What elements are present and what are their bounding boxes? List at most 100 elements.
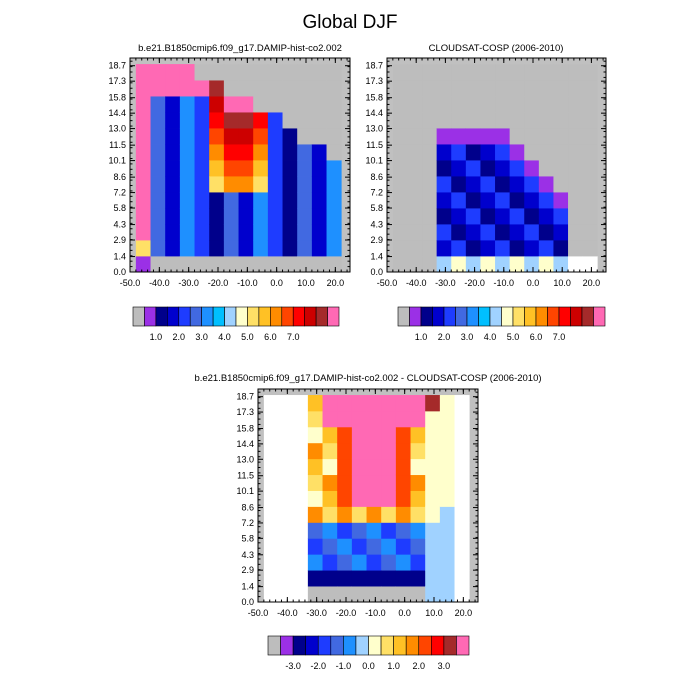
heatmap-cell <box>253 192 269 209</box>
colorbar-swatch <box>304 306 317 327</box>
heatmap-cell <box>410 554 426 571</box>
heatmap-cell <box>439 410 455 428</box>
y-tick-label: 5.8 <box>370 203 383 213</box>
heatmap-cell <box>307 458 323 476</box>
heatmap-cell <box>436 256 452 273</box>
heatmap-cell <box>322 395 338 412</box>
heatmap-cell <box>381 458 397 476</box>
heatmap-cell <box>223 176 239 193</box>
panel-title: CLOUDSAT-COSP (2006-2010) <box>429 43 564 54</box>
heatmap-cell <box>395 522 411 539</box>
colorbar-swatch <box>144 306 157 327</box>
heatmap-cell <box>407 256 423 273</box>
y-tick-label: 7.2 <box>370 188 383 198</box>
y-tick-label: 8.6 <box>113 172 126 182</box>
heatmap-cell <box>410 506 426 523</box>
heatmap-cell <box>480 64 496 81</box>
colorbar-swatch <box>558 306 571 327</box>
heatmap-cell <box>568 224 584 241</box>
heatmap-cell <box>238 144 254 161</box>
y-tick-label: 5.8 <box>113 203 126 213</box>
heatmap-cell <box>297 256 313 273</box>
colorbar-swatch <box>478 306 491 327</box>
heatmap-cell <box>194 144 210 161</box>
heatmap-cell <box>395 395 411 412</box>
colorbar-swatch <box>330 635 344 656</box>
heatmap-cell <box>311 192 327 209</box>
heatmap-cell <box>326 112 342 129</box>
heatmap-cell <box>410 458 426 476</box>
heatmap-cell <box>209 80 225 97</box>
heatmap-cell <box>410 570 426 587</box>
heatmap-cell <box>209 160 225 177</box>
x-tick-label: -40.0 <box>406 278 427 288</box>
colorbar-swatch <box>281 306 294 327</box>
heatmap-cell <box>351 395 367 412</box>
colorbar-swatch <box>258 306 271 327</box>
heatmap-cell <box>422 192 438 209</box>
y-tick-label: 11.5 <box>109 140 126 150</box>
heatmap-cell <box>451 176 467 193</box>
heatmap-cell <box>223 160 239 177</box>
heatmap-cell <box>509 160 525 177</box>
heatmap-cell <box>267 176 283 193</box>
heatmap-cell <box>322 410 338 428</box>
heatmap-cell <box>351 506 367 523</box>
heatmap-cell <box>311 256 327 273</box>
heatmap-cell <box>524 160 540 177</box>
y-tick-label: 10.1 <box>365 156 383 166</box>
heatmap-cell <box>337 410 353 428</box>
heatmap-cell <box>238 128 254 145</box>
heatmap-cell <box>538 80 554 97</box>
heatmap-cell <box>263 506 279 523</box>
heatmap-cell <box>238 192 254 209</box>
heatmap-cell <box>568 176 584 193</box>
y-tick-label: 18.7 <box>236 392 254 402</box>
heatmap-cell <box>422 208 438 225</box>
heatmap-cell <box>465 160 481 177</box>
heatmap-cell <box>293 506 309 523</box>
y-tick-label: 14.4 <box>108 108 126 118</box>
colorbar-swatch <box>167 306 180 327</box>
heatmap-cell <box>267 80 283 97</box>
heatmap-cell <box>297 208 313 225</box>
heatmap-cell <box>410 410 426 428</box>
heatmap-cell <box>509 128 525 145</box>
heatmap-cell <box>465 208 481 225</box>
heatmap-cell <box>553 240 569 257</box>
heatmap-cell <box>568 160 584 177</box>
heatmap-cell <box>524 112 540 129</box>
heatmap-cell <box>179 176 195 193</box>
heatmap-cell <box>267 128 283 145</box>
x-tick-label: -50.0 <box>120 278 141 288</box>
heatmap-cell <box>454 458 470 476</box>
heatmap-cell <box>293 474 309 491</box>
y-tick-label: 18.7 <box>108 61 126 71</box>
heatmap-cell <box>410 395 426 412</box>
heatmap-cell <box>179 240 195 257</box>
heatmap-cell <box>263 554 279 571</box>
heatmap-cell <box>165 240 181 257</box>
heatmap-cell <box>509 80 525 97</box>
heatmap-cell <box>509 240 525 257</box>
heatmap-cell <box>553 192 569 209</box>
heatmap-cell <box>422 80 438 97</box>
heatmap-cell <box>454 410 470 428</box>
heatmap-cell <box>135 192 151 209</box>
heatmap-cell <box>439 586 455 603</box>
heatmap-cell <box>495 240 511 257</box>
colorbar-swatch <box>132 306 145 327</box>
heatmap-cell <box>509 112 525 129</box>
heatmap-cell <box>425 522 441 539</box>
heatmap-cell <box>366 426 382 444</box>
heatmap-cell <box>253 240 269 257</box>
heatmap-cell <box>495 208 511 225</box>
colorbar-swatch <box>315 306 328 327</box>
colorbar-swatch <box>155 306 168 327</box>
heatmap-cell <box>194 64 210 81</box>
heatmap-cell <box>553 144 569 161</box>
heatmap-cell <box>307 506 323 523</box>
heatmap-cell <box>465 224 481 241</box>
heatmap-cell <box>407 224 423 241</box>
heatmap-cell <box>582 160 598 177</box>
